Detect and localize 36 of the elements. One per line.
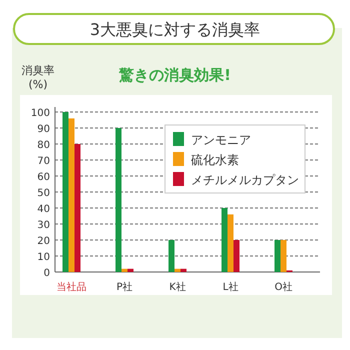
bar	[122, 268, 128, 272]
bar	[228, 214, 234, 272]
bar	[174, 268, 180, 272]
y-tick-label: 100	[30, 108, 50, 119]
bar	[128, 268, 134, 272]
legend-label: 硫化水素	[191, 153, 239, 167]
bar	[116, 128, 122, 272]
bar	[280, 240, 286, 272]
bar	[274, 240, 280, 272]
bar	[62, 112, 68, 272]
x-tick-label: 当社品	[56, 281, 86, 293]
x-tick-label: K社	[169, 281, 186, 293]
legend-label: メチルメルカプタン	[191, 173, 299, 187]
bar	[222, 208, 228, 272]
chart-title: 3大悪臭に対する消臭率	[90, 20, 260, 39]
y-tick-label: 10	[37, 252, 50, 263]
y-axis-title: 消臭率 (%)	[22, 64, 54, 91]
y-tick-label: 80	[37, 140, 50, 151]
legend-label: アンモニア	[191, 133, 251, 147]
bar	[168, 240, 174, 272]
bar	[180, 268, 186, 272]
y-tick-label: 0	[44, 268, 50, 279]
y-tick-label: 50	[37, 188, 50, 199]
y-tick-label: 40	[37, 204, 50, 215]
y-tick-label: 60	[37, 172, 50, 183]
y-tick-label: 90	[37, 124, 50, 135]
bar	[68, 118, 74, 272]
x-tick-label: O社	[274, 281, 292, 293]
bar	[74, 144, 80, 272]
x-tick-label: P社	[116, 281, 133, 293]
y-tick-label: 20	[37, 236, 50, 247]
y-tick-label: 30	[37, 220, 50, 231]
chart-subtitle: 驚きの消臭効果!	[118, 66, 231, 84]
y-tick-label: 70	[37, 156, 50, 167]
bar	[234, 240, 240, 272]
x-tick-label: L社	[222, 281, 238, 293]
